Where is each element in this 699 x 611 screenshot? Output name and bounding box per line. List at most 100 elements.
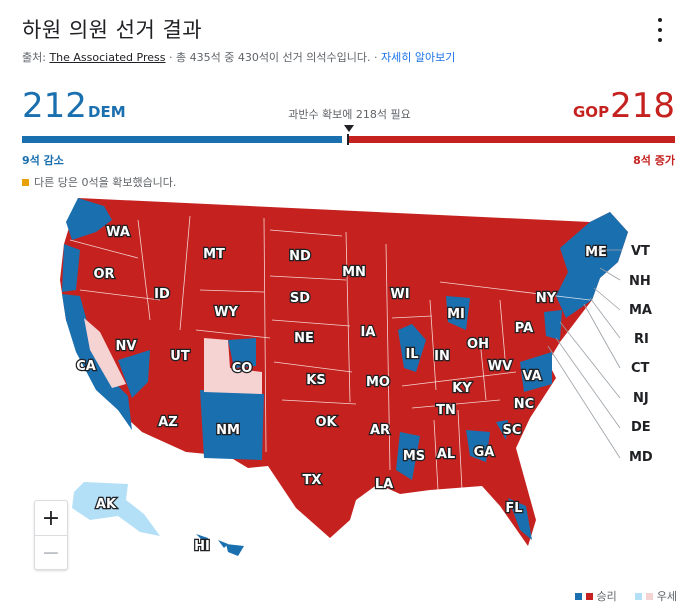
majority-marker-icon xyxy=(344,125,354,132)
gop-seat-count: 218 xyxy=(610,86,675,126)
state-label[interactable]: NM xyxy=(215,422,241,440)
ca-lean-region xyxy=(84,318,126,388)
callout-labels: VT NH MA RI CT NJ DE MD xyxy=(629,244,653,465)
legend-gop-lead-swatch xyxy=(645,592,653,600)
seat-bar xyxy=(22,134,675,145)
dem-seat-bar xyxy=(22,136,342,143)
il-dem-region xyxy=(398,324,426,372)
nj-dem-region xyxy=(544,310,562,340)
state-label[interactable]: TX xyxy=(301,472,322,490)
state-label[interactable]: HI xyxy=(193,538,211,556)
state-label[interactable]: OR xyxy=(92,266,116,284)
state-labels: WA OR CA NV ID MT WY UT CO AZ NM ND SD N… xyxy=(75,224,608,556)
northeast-dem-region xyxy=(556,212,628,318)
mi-dem-region xyxy=(446,296,470,330)
ga-dem-region xyxy=(466,430,490,462)
state-label[interactable]: WA xyxy=(105,224,131,242)
state-label[interactable]: MO xyxy=(365,374,392,392)
callout-lines xyxy=(547,249,622,459)
state-label[interactable]: OK xyxy=(314,414,339,432)
state-label[interactable]: CO xyxy=(230,360,253,378)
state-label[interactable]: MN xyxy=(341,264,367,282)
state-label[interactable]: GA xyxy=(472,444,495,462)
zoom-control: + − xyxy=(34,500,68,570)
map-legend: 승리 우세 xyxy=(574,588,677,604)
legend-leading-label: 우세 xyxy=(656,590,677,603)
legend-gop-won-swatch xyxy=(585,592,593,600)
callout-label[interactable]: NH xyxy=(629,274,651,289)
us-house-map[interactable]: WA OR CA NV ID MT WY UT CO AZ NM ND SD N… xyxy=(0,190,699,590)
other-party-swatch xyxy=(22,178,29,186)
state-label[interactable]: MT xyxy=(202,246,226,264)
dem-label: DEM xyxy=(88,103,126,121)
state-label[interactable]: IA xyxy=(359,324,376,342)
alaska-shape xyxy=(72,482,160,536)
state-label[interactable]: CA xyxy=(75,358,97,376)
state-label[interactable]: AZ xyxy=(157,414,179,432)
learn-more-link[interactable]: 자세히 알아보기 xyxy=(381,51,456,64)
callout-label[interactable]: DE xyxy=(631,420,651,435)
callout-label[interactable]: CT xyxy=(631,361,650,376)
state-label[interactable]: UT xyxy=(169,348,191,366)
nm-dem-region xyxy=(200,390,264,460)
state-label[interactable]: ID xyxy=(153,286,171,304)
majority-line xyxy=(347,134,349,145)
state-label[interactable]: WV xyxy=(487,358,514,376)
callout-label[interactable]: MD xyxy=(629,450,653,465)
hawaii-shape xyxy=(196,534,244,556)
state-label[interactable]: LA xyxy=(374,476,395,494)
state-label[interactable]: WI xyxy=(389,286,411,304)
other-party-note: 다른 당은 0석을 확보했습니다. xyxy=(22,174,176,190)
page-title: 하원 의원 선거 결과 xyxy=(22,18,203,42)
nv-dem-region xyxy=(118,350,150,398)
sc-dem-region xyxy=(496,420,508,440)
zoom-out-button[interactable]: − xyxy=(41,540,61,566)
dem-seat-count: 212 xyxy=(22,86,87,126)
state-label[interactable]: ND xyxy=(288,248,312,266)
state-label[interactable]: TN xyxy=(435,402,457,420)
state-label[interactable]: FL xyxy=(504,500,524,518)
state-label[interactable]: ME xyxy=(584,244,608,262)
state-label[interactable]: AK xyxy=(95,496,119,514)
co-dem-region xyxy=(228,338,256,368)
state-label[interactable]: NC xyxy=(513,396,536,414)
state-label[interactable]: VA xyxy=(521,368,543,386)
state-label[interactable]: AR xyxy=(369,422,392,440)
legend-dem-lead-swatch xyxy=(634,592,642,600)
dem-change: 9석 감소 xyxy=(22,154,64,167)
state-label[interactable]: OH xyxy=(466,336,490,354)
state-label[interactable]: MI xyxy=(446,306,466,324)
source-prefix: 출처: xyxy=(22,51,50,64)
state-label[interactable]: WY xyxy=(213,304,240,322)
source-details: · 총 435석 중 430석이 선거 의석수입니다. · xyxy=(165,51,381,64)
state-label[interactable]: NE xyxy=(293,330,315,348)
state-label[interactable]: PA xyxy=(514,320,535,338)
or-coast-region xyxy=(62,244,80,292)
state-label[interactable]: IL xyxy=(404,346,420,364)
state-label[interactable]: NV xyxy=(114,338,137,356)
state-label[interactable]: AL xyxy=(436,446,457,464)
gop-change: 8석 증가 xyxy=(633,154,675,167)
va-dem-region xyxy=(520,352,552,392)
source-link[interactable]: The Associated Press xyxy=(49,51,166,64)
other-party-text: 다른 당은 0석을 확보했습니다. xyxy=(34,176,177,189)
ms-dem-region xyxy=(396,432,420,480)
majority-text: 과반수 확보에 218석 필요 xyxy=(288,108,411,121)
callout-label[interactable]: RI xyxy=(634,332,649,347)
state-label[interactable]: SD xyxy=(289,290,312,308)
zoom-in-button[interactable]: + xyxy=(35,501,67,536)
callout-label[interactable]: MA xyxy=(629,303,652,318)
legend-dem-won-swatch xyxy=(574,592,582,600)
state-label[interactable]: MS xyxy=(402,448,427,466)
state-label[interactable]: KY xyxy=(451,380,474,398)
state-borders xyxy=(69,215,591,491)
state-label[interactable]: SC xyxy=(501,422,522,440)
state-label[interactable]: KS xyxy=(305,372,327,390)
legend-won-label: 승리 xyxy=(596,590,617,603)
callout-label[interactable]: VT xyxy=(631,244,650,259)
callout-label[interactable]: NJ xyxy=(633,391,649,406)
fl-dem-region xyxy=(508,498,532,540)
more-vert-icon[interactable] xyxy=(652,18,668,42)
state-label[interactable]: IN xyxy=(433,348,451,366)
state-label[interactable]: NY xyxy=(535,290,558,308)
